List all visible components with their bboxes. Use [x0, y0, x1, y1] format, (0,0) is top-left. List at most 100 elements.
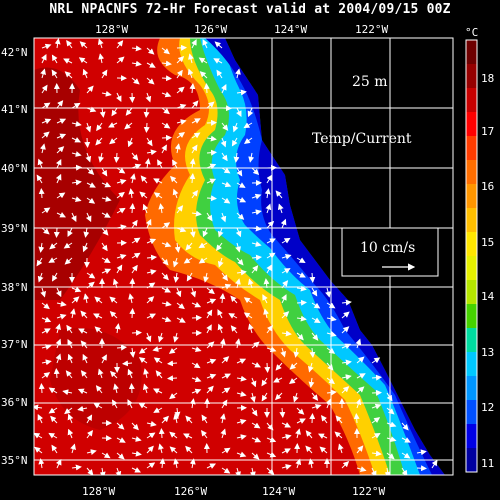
current-vector	[221, 122, 229, 131]
current-vector	[146, 313, 157, 319]
current-vector	[326, 389, 337, 396]
current-vector	[321, 414, 328, 424]
current-vector	[203, 83, 210, 94]
current-vector	[274, 392, 283, 401]
current-vector	[386, 421, 397, 428]
current-vector	[52, 272, 58, 282]
current-vector	[131, 422, 139, 431]
current-vector	[217, 323, 224, 334]
current-vector	[202, 38, 208, 49]
current-vector	[169, 431, 178, 439]
current-vector	[131, 60, 142, 67]
current-vector	[221, 105, 232, 112]
current-vector	[233, 152, 240, 163]
current-vector	[280, 347, 287, 358]
current-vector	[384, 467, 391, 475]
current-vector	[266, 422, 274, 431]
colorbar-swatch	[466, 40, 477, 65]
current-vector	[116, 178, 127, 185]
current-vector	[101, 167, 108, 177]
current-vector	[40, 143, 46, 154]
current-vector	[142, 383, 149, 394]
current-vector	[172, 159, 178, 169]
current-vector	[168, 347, 178, 354]
current-vector	[263, 308, 269, 319]
current-vector	[236, 212, 245, 220]
current-vector	[146, 269, 157, 275]
current-vector	[191, 301, 202, 308]
current-vector	[185, 242, 193, 251]
current-vector	[41, 328, 51, 334]
current-vector	[129, 347, 136, 358]
current-vector	[55, 158, 62, 169]
current-vector	[54, 38, 61, 49]
current-vector	[129, 203, 136, 214]
current-vector	[311, 332, 319, 341]
current-vector	[191, 100, 199, 109]
current-vector	[221, 447, 231, 454]
current-vector	[206, 212, 213, 222]
current-vector	[115, 467, 122, 475]
current-vector	[38, 188, 45, 199]
current-vector	[248, 152, 255, 163]
current-vector	[174, 143, 181, 154]
current-vector	[131, 237, 141, 244]
current-vector	[77, 405, 88, 412]
current-vector	[236, 89, 247, 96]
current-vector	[337, 443, 344, 454]
current-vector	[145, 332, 152, 343]
current-vector	[386, 452, 395, 460]
current-vector	[114, 323, 121, 334]
current-vector	[85, 122, 92, 133]
current-vector	[275, 190, 283, 199]
current-vector	[34, 432, 43, 439]
current-vector	[266, 451, 277, 458]
current-vector	[94, 326, 103, 334]
y-tick: 42°N	[1, 46, 28, 59]
current-vector	[289, 362, 298, 370]
current-vector	[247, 278, 254, 289]
current-vector	[221, 387, 231, 394]
current-vector	[48, 432, 58, 439]
current-vector	[173, 272, 180, 283]
current-vector	[116, 40, 124, 49]
colorbar-tick: 12	[481, 401, 494, 414]
current-vector	[251, 265, 259, 274]
current-vector	[309, 413, 316, 424]
current-vector	[296, 332, 304, 341]
current-vector	[176, 86, 185, 94]
current-vector	[71, 464, 82, 471]
current-vector	[109, 137, 118, 145]
current-vector	[317, 433, 328, 439]
current-vector	[251, 254, 262, 261]
current-vector	[183, 257, 193, 264]
current-vector	[216, 242, 223, 251]
current-vector	[191, 210, 202, 217]
current-vector	[296, 285, 307, 292]
current-vector	[82, 353, 89, 364]
current-vector	[158, 203, 165, 214]
current-vector	[127, 368, 134, 379]
current-vector	[311, 403, 322, 410]
current-vector	[41, 316, 52, 323]
current-vector	[187, 68, 194, 79]
current-vector	[221, 467, 231, 474]
current-vector	[41, 43, 52, 50]
current-vector	[71, 296, 80, 304]
current-vector	[169, 392, 178, 400]
current-vector	[97, 38, 104, 49]
current-vector	[356, 386, 365, 394]
colorbar-labels: 18 17 16 15 14 13 12 11	[481, 72, 495, 470]
current-vector	[236, 391, 247, 397]
current-vector	[93, 313, 103, 319]
current-vector	[129, 278, 136, 289]
current-vector	[251, 436, 262, 443]
current-vector	[236, 257, 244, 266]
current-vector	[355, 338, 362, 349]
current-vector	[161, 272, 169, 281]
current-vector	[325, 287, 331, 298]
current-vector	[131, 436, 142, 442]
current-vector	[94, 296, 103, 304]
current-vector	[236, 418, 247, 425]
colorbar-swatch	[466, 64, 477, 89]
